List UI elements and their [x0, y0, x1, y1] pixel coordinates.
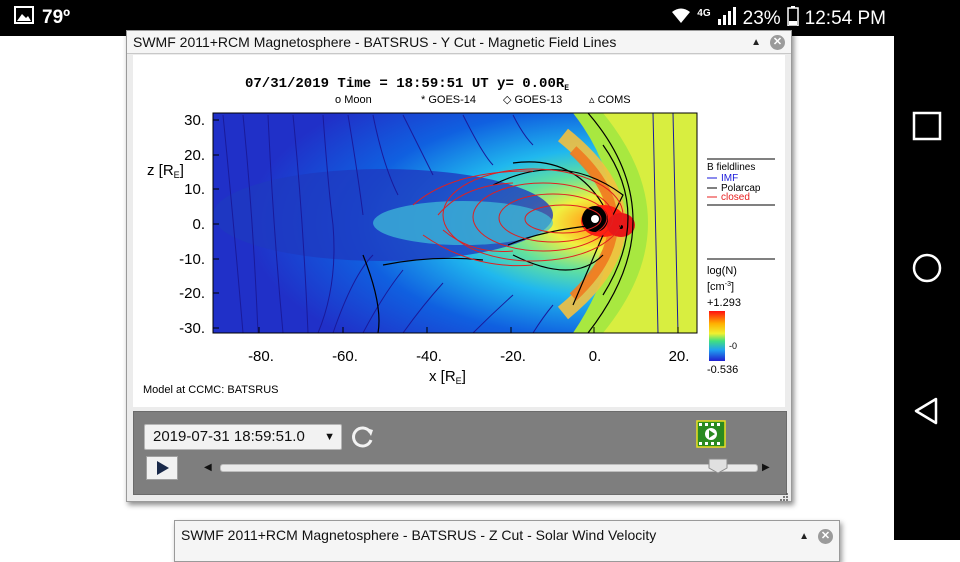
colorbar: log(N) [cm-3] +1.293 -0 -0.536: [707, 265, 741, 376]
legend-imf: IMF: [721, 173, 738, 184]
back-button[interactable]: [907, 391, 947, 431]
refresh-icon: [352, 426, 373, 448]
fieldline-legend-title: B fieldlines: [707, 162, 755, 173]
y-tick-marks: [213, 119, 219, 329]
signal-icon: [717, 7, 737, 31]
legend-goes-13: ◇ GOES-13: [503, 94, 562, 106]
plot-svg: 07/31/2019 Time = 18:59:51 UT y= 0.00RE …: [143, 76, 775, 396]
navigation-bar: [894, 36, 960, 540]
plot-title: 07/31/2019 Time = 18:59:51 UT y= 0.00RE: [245, 76, 569, 93]
play-button[interactable]: [146, 456, 178, 480]
window-title: SWMF 2011+RCM Magnetosphere - BATSRUS - …: [133, 34, 617, 50]
x-tick: -80.: [248, 348, 274, 365]
magnetosphere-window: SWMF 2011+RCM Magnetosphere - BATSRUS - …: [126, 30, 792, 502]
x-axis: -80. -60. -40. -20. 0. 20.: [248, 348, 689, 365]
chevron-down-icon: ▼: [324, 431, 335, 443]
resize-grip-icon[interactable]: [779, 489, 789, 501]
battery-percent: 23%: [742, 8, 781, 29]
play-icon: [157, 461, 169, 475]
y-tick: -20.: [179, 285, 205, 302]
fieldline-legend: B fieldlines IMF Polarcap closed: [707, 158, 775, 260]
colorbar-title: log(N): [707, 265, 737, 277]
x-tick: -20.: [500, 348, 526, 365]
refresh-button[interactable]: [350, 424, 376, 450]
back-triangle-icon: [914, 397, 938, 425]
slider-thumb-icon: [708, 458, 728, 474]
film-icon: [696, 420, 726, 448]
date-time-value: 2019-07-31 18:59:51.0: [153, 428, 305, 445]
gallery-icon: [14, 6, 34, 30]
y-axis: 30. 20. 10. 0. -10. -20. -30.: [179, 112, 205, 337]
density-field: [213, 113, 697, 333]
time-slider-thumb[interactable]: [708, 458, 728, 474]
movie-button[interactable]: [696, 420, 726, 448]
y-axis-label: z [RE]: [147, 162, 184, 180]
solar-wind-window: SWMF 2011+RCM Magnetosphere - BATSRUS - …: [174, 520, 840, 562]
collapse-icon[interactable]: ▲: [799, 531, 809, 542]
date-time-select[interactable]: 2019-07-31 18:59:51.0 ▼: [144, 424, 342, 450]
close-icon[interactable]: ✕: [818, 529, 833, 544]
collapse-icon[interactable]: ▲: [751, 37, 761, 48]
window-title-bar[interactable]: SWMF 2011+RCM Magnetosphere - BATSRUS - …: [127, 31, 791, 54]
slider-right-arrow-icon[interactable]: ▶: [762, 462, 770, 473]
x-tick: -40.: [416, 348, 442, 365]
y-tick: -30.: [179, 320, 205, 337]
legend-goes-14: * GOES-14: [421, 94, 476, 106]
window2-title[interactable]: SWMF 2011+RCM Magnetosphere - BATSRUS - …: [181, 527, 657, 543]
x-tick-marks: [258, 327, 679, 333]
time-slider-track[interactable]: [220, 464, 758, 472]
temperature: 79º: [42, 7, 71, 28]
plot-title-subscript: E: [564, 84, 569, 93]
home-button[interactable]: [907, 248, 947, 288]
colorbar-mid: -0: [729, 341, 737, 351]
square-icon: [912, 111, 942, 141]
y-tick: 20.: [184, 147, 205, 164]
colorbar-unit: [cm-3]: [707, 281, 734, 293]
plot-title-main: 07/31/2019 Time = 18:59:51 UT y= 0.00R: [245, 76, 565, 92]
network-type: 4G: [697, 7, 711, 19]
legend-closed: closed: [721, 192, 750, 203]
legend-moon: o Moon: [335, 94, 372, 106]
recents-button[interactable]: [907, 106, 947, 146]
y-tick: -10.: [179, 251, 205, 268]
wifi-icon: [671, 8, 691, 30]
magnetosphere-plot: 07/31/2019 Time = 18:59:51 UT y= 0.00RE …: [133, 55, 785, 407]
legend-coms: ▵ COMS: [589, 94, 631, 106]
clock: 12:54 PM: [804, 8, 886, 29]
colorbar-gradient: [709, 311, 725, 361]
slider-left-arrow-icon[interactable]: ◀: [204, 462, 212, 473]
playback-controls: 2019-07-31 18:59:51.0 ▼ ◀ ▶: [133, 411, 787, 495]
model-credit: Model at CCMC: BATSRUS: [143, 384, 279, 396]
battery-icon: [786, 6, 799, 32]
x-tick: 20.: [669, 348, 690, 365]
colorbar-min: -0.536: [707, 364, 738, 376]
x-tick: 0.: [589, 348, 602, 365]
y-tick: 10.: [184, 181, 205, 198]
colorbar-max: +1.293: [707, 297, 741, 309]
close-icon[interactable]: ✕: [770, 35, 785, 50]
x-axis-label: x [RE]: [429, 368, 466, 386]
y-tick: 30.: [184, 112, 205, 129]
circle-icon: [912, 253, 942, 283]
y-tick: 0.: [192, 216, 205, 233]
legend-polarcap: Polarcap: [721, 183, 761, 194]
satellite-legend: o Moon * GOES-14 ◇ GOES-13 ▵ COMS: [335, 94, 631, 106]
x-tick: -60.: [332, 348, 358, 365]
